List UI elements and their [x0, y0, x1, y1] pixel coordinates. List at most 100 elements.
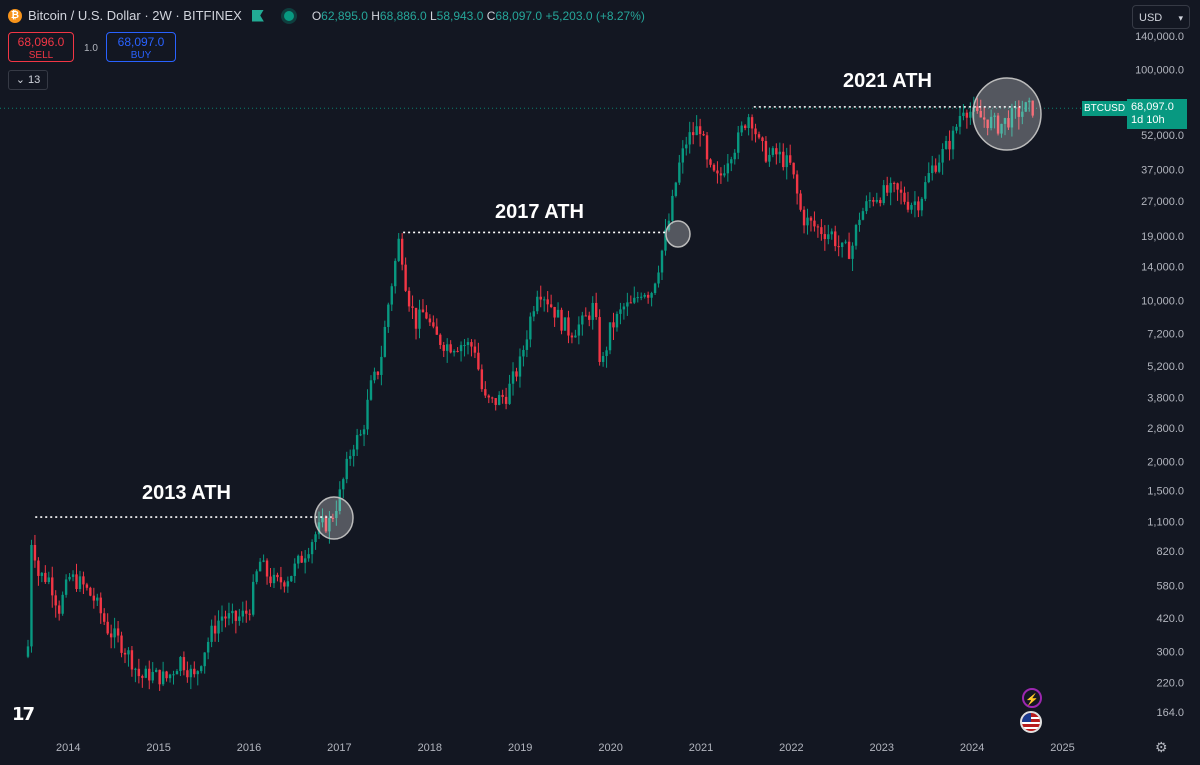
- candle-body: [782, 151, 785, 168]
- candle-body: [740, 125, 743, 133]
- candle-body: [847, 241, 851, 259]
- candle-body: [362, 429, 366, 435]
- ohlc-readout: O62,895.0 H68,886.0 L58,943.0 C68,097.0 …: [312, 9, 645, 23]
- y-tick-label: 2,000.0: [1147, 457, 1184, 469]
- y-tick-label: 10,000.0: [1141, 295, 1184, 307]
- candle-body: [948, 140, 951, 150]
- x-tick-label: 2018: [418, 742, 442, 754]
- y-tick-label: 100,000.0: [1135, 65, 1184, 77]
- candle-body: [702, 134, 705, 136]
- candle-body: [75, 574, 78, 589]
- candle-body: [643, 294, 646, 297]
- candle-body: [646, 294, 650, 298]
- candle-body: [927, 173, 930, 183]
- candle-body: [726, 163, 730, 174]
- flag-icon[interactable]: [251, 9, 264, 22]
- candle-body: [400, 238, 404, 265]
- candle-body: [78, 576, 82, 589]
- candle-body: [331, 517, 335, 519]
- candle-body: [906, 201, 910, 210]
- x-tick-label: 2020: [598, 742, 622, 754]
- candle-body: [196, 671, 199, 675]
- candle-body: [560, 309, 563, 331]
- ath-2017-label[interactable]: 2017 ATH: [495, 201, 584, 223]
- indicators-toggle-button[interactable]: ⌄ 13: [8, 70, 48, 90]
- candle-body: [858, 219, 861, 226]
- candle-body: [161, 671, 165, 685]
- candle-body: [1000, 123, 1003, 134]
- candle-body: [238, 616, 241, 621]
- candle-body: [622, 306, 626, 310]
- lightning-alert-icon[interactable]: ⚡: [1022, 688, 1042, 708]
- y-tick-label: 580.0: [1156, 581, 1184, 593]
- candle-body: [40, 572, 44, 576]
- candle-body: [446, 344, 449, 351]
- y-tick-label: 420.0: [1156, 613, 1184, 625]
- tradingview-logo[interactable]: 17: [12, 704, 35, 725]
- candle-body: [109, 633, 113, 638]
- candle-body: [293, 563, 296, 577]
- candle-body: [484, 389, 487, 396]
- gear-icon[interactable]: ⚙: [1155, 739, 1168, 755]
- candle-body: [248, 613, 251, 615]
- candle-body: [352, 449, 355, 457]
- candle-body: [1028, 100, 1031, 103]
- candle-body: [473, 346, 477, 353]
- candle-body: [969, 111, 972, 118]
- candle-body: [536, 296, 539, 312]
- symbol-header[interactable]: ₿ Bitcoin / U.S. Dollar · 2W · BITFINEX …: [8, 8, 645, 23]
- candle-body: [193, 668, 196, 675]
- x-tick-label: 2021: [689, 742, 713, 754]
- candle-body: [653, 283, 657, 294]
- ath-2021-label[interactable]: 2021 ATH: [843, 70, 932, 92]
- candle-body: [116, 628, 120, 636]
- buy-button[interactable]: 68,097.0 BUY: [106, 32, 176, 62]
- candle-body: [286, 581, 290, 587]
- candle-body: [546, 299, 549, 305]
- candle-body: [636, 297, 639, 299]
- candle-body: [328, 517, 331, 532]
- candle-body: [802, 209, 806, 226]
- x-tick-label: 2017: [327, 742, 351, 754]
- candle-body: [788, 155, 792, 163]
- candle-body: [529, 316, 532, 340]
- candle-body: [584, 315, 587, 317]
- buy-price: 68,097.0: [117, 35, 165, 49]
- us-flag-icon[interactable]: [1020, 711, 1042, 733]
- x-tick-label: 2016: [237, 742, 261, 754]
- candle-body: [511, 371, 515, 384]
- symbol-title[interactable]: Bitcoin / U.S. Dollar · 2W · BITFINEX: [28, 8, 242, 23]
- candle-body: [1021, 111, 1024, 117]
- y-tick-label: 27,000.0: [1141, 196, 1184, 208]
- candle-body: [823, 234, 827, 240]
- ath-2013-label[interactable]: 2013 ATH: [142, 482, 231, 504]
- candle-body: [640, 296, 643, 298]
- candle-body: [168, 674, 172, 679]
- candle-body: [581, 315, 584, 325]
- candle-body: [432, 322, 435, 327]
- y-tick-label: 1,500.0: [1147, 485, 1184, 497]
- candle-body: [768, 154, 771, 162]
- y-tick-label: 7,200.0: [1147, 328, 1184, 340]
- candle-body: [626, 302, 629, 307]
- candle-body: [61, 594, 64, 614]
- candle-body: [792, 162, 795, 175]
- candle-body: [750, 117, 754, 129]
- candle-body: [265, 560, 269, 577]
- sell-label: SELL: [28, 50, 54, 61]
- sell-button[interactable]: 68,096.0 SELL: [8, 32, 74, 62]
- candle-body: [186, 670, 189, 678]
- candle-body: [757, 134, 761, 138]
- candle-body: [515, 371, 518, 377]
- candle-body: [463, 345, 466, 347]
- candle-body: [885, 185, 889, 193]
- buy-label: BUY: [130, 50, 152, 61]
- currency-select[interactable]: USD ▾: [1132, 5, 1190, 29]
- candle-body: [144, 668, 147, 678]
- close-value: 68,097.0: [495, 8, 543, 23]
- candle-body: [394, 260, 397, 287]
- high-value: 68,886.0: [379, 8, 427, 23]
- candle-body: [553, 307, 556, 318]
